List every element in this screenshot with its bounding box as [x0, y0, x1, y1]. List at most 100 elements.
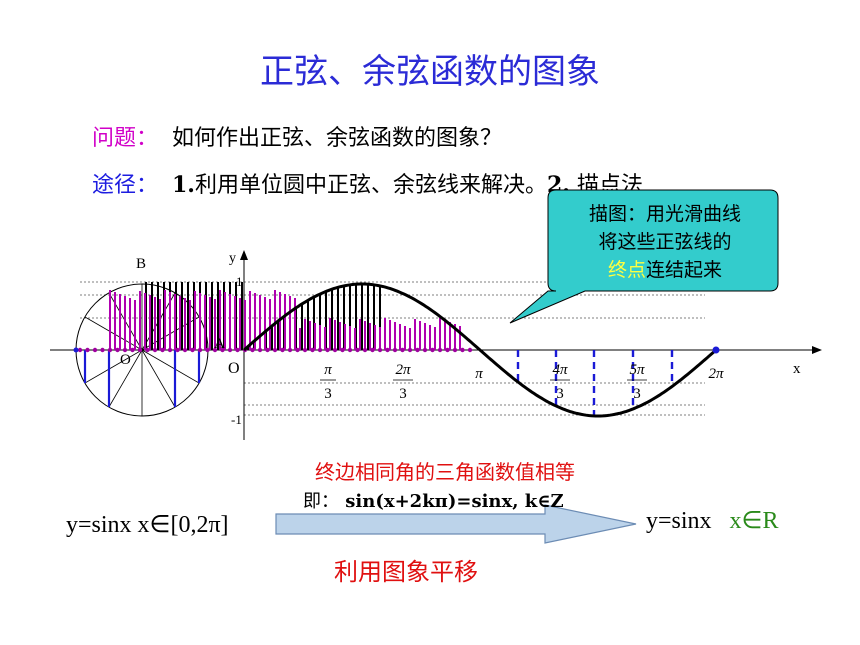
translation-note: 利用图象平移 — [334, 558, 478, 586]
axis-dot — [182, 347, 188, 353]
point-a-label: A — [214, 336, 225, 352]
axis-dot — [422, 347, 428, 353]
axis-dot — [280, 347, 285, 353]
tick-2pi: 2π — [708, 366, 724, 382]
callout-line-3: 终点连结起来 — [555, 256, 775, 284]
axis-dot — [392, 347, 398, 353]
axis-dot — [400, 347, 405, 353]
y-one-label: 1 — [236, 274, 243, 289]
sine-curve — [243, 282, 717, 418]
axis-dot — [197, 347, 203, 353]
tick-4pi-over-3: 4π 3 — [550, 362, 570, 402]
svg-text:2π: 2π — [708, 366, 724, 382]
axis-dot — [295, 347, 300, 353]
axis-dot — [152, 347, 158, 353]
callout-line-3-rest: 连结起来 — [646, 259, 723, 281]
question-label: 问题： — [92, 126, 159, 151]
transform-arrow — [275, 504, 637, 544]
axis-dot — [467, 347, 473, 353]
axis-dot — [355, 347, 360, 353]
svg-text:3: 3 — [399, 386, 407, 402]
axis-dot — [302, 347, 308, 353]
callout-bubble — [509, 189, 779, 324]
dashed-sine-lines — [516, 350, 674, 415]
axis-dot — [347, 347, 353, 353]
full-sine-domain: x∈R — [729, 508, 779, 534]
axis-dot — [310, 347, 315, 353]
svg-text:3: 3 — [324, 386, 332, 402]
approach-label: 途径： — [92, 173, 159, 198]
axis-dot — [370, 347, 375, 353]
axis-dot — [190, 347, 195, 353]
curve-end-point — [712, 346, 720, 354]
axis-dot — [437, 347, 443, 353]
axis-dot — [460, 347, 465, 353]
y-neg-one-label: -1 — [231, 412, 242, 427]
axis-dot — [265, 347, 270, 353]
axis-dot — [115, 347, 120, 353]
question-text: 如何作出正弦、余弦函数的图象？ — [172, 126, 503, 151]
axis-dot — [175, 347, 180, 353]
axis-dot — [77, 347, 83, 353]
periodicity-prefix: 即： — [303, 491, 339, 512]
axis-dot — [107, 347, 113, 353]
y-axis-label: y — [229, 251, 236, 266]
axis-dot — [452, 347, 458, 353]
translated-sine-lines — [109, 290, 461, 350]
callout-text: 描图：用光滑曲线 将这些正弦线的 终点连结起来 — [555, 200, 775, 284]
svg-text:4π: 4π — [552, 362, 568, 378]
axis-dot — [160, 347, 165, 353]
callout-line-1: 描图：用光滑曲线 — [588, 203, 741, 225]
axis-dot — [332, 347, 338, 353]
axis-dot — [272, 347, 278, 353]
periodicity-formula: 即： sin(x+2kπ)=sinx, k∈Z — [303, 487, 564, 513]
circle-sine-lines — [83, 350, 201, 407]
axis-dot — [205, 347, 210, 353]
axis-dot — [430, 347, 435, 353]
periodicity-title: 终边相同角的三角函数值相等 — [315, 460, 575, 484]
callout-line-2: 将这些正弦线的 — [598, 231, 732, 253]
page-title: 正弦、余弦函数的图象 — [260, 52, 600, 92]
axis-dot — [407, 347, 413, 353]
axis-dot — [445, 347, 450, 353]
circle-left-point — [73, 347, 79, 353]
axis-dot — [227, 347, 233, 353]
x-axis-label: x — [793, 361, 801, 377]
axis-dot — [92, 347, 98, 353]
axis-dot — [122, 347, 128, 353]
restricted-sine-expression: y=sinx x∈[0,2π] — [66, 512, 229, 538]
axis-dot — [145, 347, 150, 353]
approach-text: 1.利用单位圆中正弦、余弦线来解决。2. 描点法 — [172, 167, 643, 199]
axis-dot — [325, 347, 330, 353]
axis-dot — [257, 347, 263, 353]
helper-lines — [80, 281, 705, 416]
axis-dot — [167, 347, 173, 353]
axis-dot — [235, 347, 240, 353]
tick-pi-over-3: π 3 — [320, 362, 336, 402]
approach-part1-text: 利用单位圆中正弦、余弦线来解决。 — [194, 173, 547, 198]
axis-dot — [385, 347, 390, 353]
axis-dot — [100, 347, 105, 353]
axis-dot — [377, 347, 383, 353]
svg-text:5π: 5π — [629, 362, 645, 378]
tick-5pi-over-3: 5π 3 — [627, 362, 647, 402]
full-sine-func: y=sinx — [646, 508, 712, 534]
svg-text:3: 3 — [633, 386, 641, 402]
full-sine-expression: y=sinx x∈R — [646, 506, 778, 535]
point-b-label: B — [136, 256, 146, 272]
axis-dot — [340, 347, 345, 353]
axis-dot — [220, 347, 225, 353]
tick-labels: π 3 2π 3 π 4π 3 5π 3 2π — [320, 362, 724, 402]
x-axis-arrow — [812, 346, 822, 354]
axis-dot — [130, 347, 135, 353]
axis-dot — [362, 347, 368, 353]
tick-pi: π — [475, 366, 483, 382]
axis-dot — [250, 347, 255, 353]
circle-origin-label: O — [120, 352, 131, 368]
axis-dot — [137, 347, 143, 353]
axis-dot — [287, 347, 293, 353]
axis-dot — [85, 347, 90, 353]
approach-part1-num: 1. — [172, 172, 195, 198]
axis-dot — [317, 347, 323, 353]
